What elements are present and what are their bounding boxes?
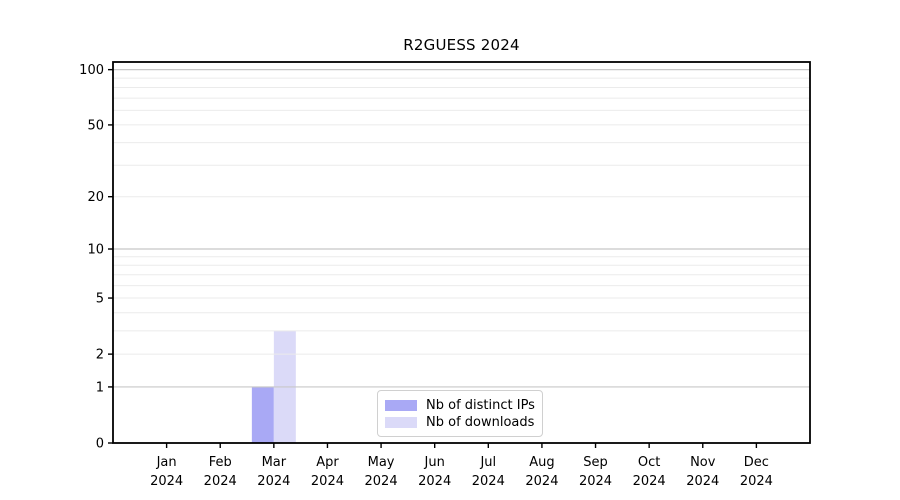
legend: Nb of distinct IPs Nb of downloads <box>377 390 543 437</box>
y-axis-tick-label: 100 <box>79 63 104 78</box>
legend-item-distinct-ips: Nb of distinct IPs <box>385 397 535 413</box>
legend-label-downloads: Nb of downloads <box>426 414 535 430</box>
y-axis-tick-label: 2 <box>96 348 104 363</box>
x-axis-tick-label: Dec 2024 <box>740 455 773 489</box>
y-axis-tick-label: 5 <box>96 292 104 307</box>
y-axis-tick-label: 50 <box>87 118 104 133</box>
x-axis-tick-label: Sep 2024 <box>579 455 612 489</box>
x-axis-tick-label: Jul 2024 <box>472 455 505 489</box>
legend-swatch-distinct-ips-icon <box>385 399 417 411</box>
x-axis-tick-label: Feb 2024 <box>204 455 237 489</box>
bar-distinct-ips <box>251 386 274 443</box>
x-axis-tick-label: May 2024 <box>365 455 398 489</box>
x-axis-tick-label: Jun 2024 <box>418 455 451 489</box>
legend-swatch-downloads-icon <box>385 416 417 428</box>
plot-border <box>112 61 811 444</box>
chart-title: R2GUESS 2024 <box>403 36 520 54</box>
x-axis-tick-label: Apr 2024 <box>311 455 344 489</box>
y-axis-tick-label: 10 <box>87 243 104 258</box>
x-axis-tick-label: Mar 2024 <box>257 455 290 489</box>
legend-label-distinct-ips: Nb of distinct IPs <box>426 397 535 413</box>
legend-item-downloads: Nb of downloads <box>385 414 534 430</box>
y-axis-tick-label: 1 <box>96 380 104 395</box>
y-axis-tick-label: 20 <box>87 190 104 205</box>
x-axis-tick-label: Jan 2024 <box>150 455 183 489</box>
x-axis-tick-label: Aug 2024 <box>525 455 558 489</box>
x-axis-tick-label: Oct 2024 <box>633 455 666 489</box>
x-axis-tick-label: Nov 2024 <box>686 455 719 489</box>
y-axis-tick-label: 0 <box>96 437 104 452</box>
